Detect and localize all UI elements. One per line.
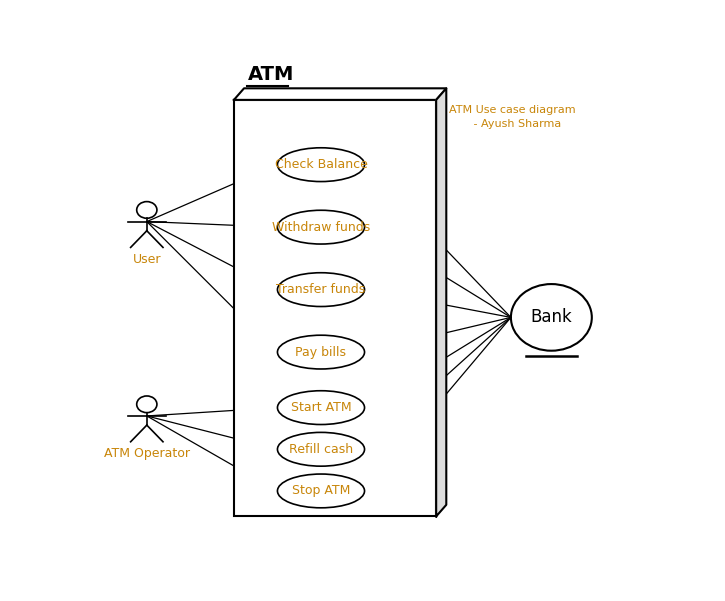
- Text: Stop ATM: Stop ATM: [291, 484, 350, 498]
- Text: Refill cash: Refill cash: [289, 443, 353, 456]
- Polygon shape: [436, 88, 447, 516]
- Ellipse shape: [278, 210, 365, 244]
- Ellipse shape: [278, 391, 365, 424]
- Text: Bank: Bank: [531, 308, 572, 326]
- Ellipse shape: [278, 432, 365, 466]
- Text: Check Balance: Check Balance: [275, 158, 368, 171]
- Text: Pay bills: Pay bills: [296, 346, 347, 359]
- Text: Transfer funds: Transfer funds: [276, 283, 365, 296]
- Polygon shape: [234, 88, 447, 100]
- Text: User: User: [133, 253, 161, 266]
- Bar: [234, 100, 436, 516]
- Ellipse shape: [278, 273, 365, 307]
- Ellipse shape: [278, 148, 365, 182]
- Text: ATM Use case diagram
   - Ayush Sharma: ATM Use case diagram - Ayush Sharma: [449, 105, 576, 129]
- Text: Start ATM: Start ATM: [291, 401, 352, 414]
- Text: Withdraw funds: Withdraw funds: [272, 221, 370, 234]
- Ellipse shape: [278, 474, 365, 508]
- Text: ATM: ATM: [248, 65, 294, 84]
- Text: ATM Operator: ATM Operator: [104, 447, 190, 460]
- Ellipse shape: [278, 335, 365, 369]
